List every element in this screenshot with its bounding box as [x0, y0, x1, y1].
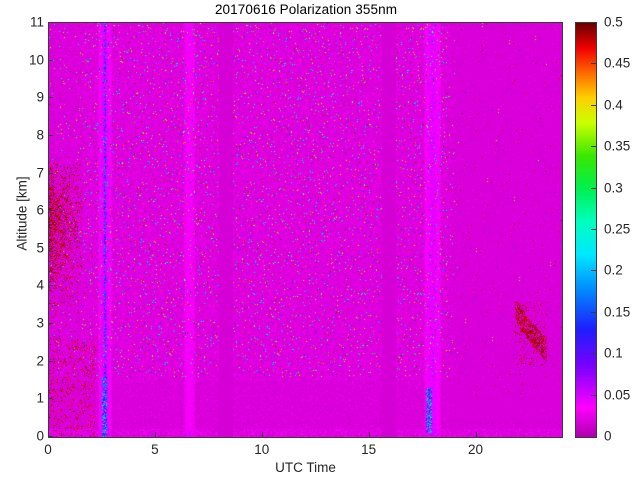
- colorbar-tick-mark: [591, 104, 596, 106]
- colorbar-tick-mark: [591, 270, 596, 272]
- y-tick-2: 2: [36, 353, 44, 369]
- colorbar-gradient: [576, 23, 596, 437]
- y-tick-3: 3: [36, 315, 44, 331]
- colorbar-tick-mark: [591, 311, 596, 313]
- y-tick-9: 9: [36, 89, 44, 105]
- x-axis-label: UTC Time: [275, 460, 336, 475]
- y-tick-mark: [48, 247, 53, 249]
- colorbar-tick-0.45: 0.45: [604, 55, 631, 71]
- y-tick-mark: [48, 398, 53, 400]
- colorbar-tick-mark: [591, 229, 596, 230]
- y-tick-mark: [48, 59, 53, 61]
- colorbar-tick-0: 0: [604, 428, 612, 444]
- x-tick-mark: [475, 432, 477, 437]
- x-tick-mark: [48, 432, 49, 437]
- y-tick-8: 8: [36, 127, 44, 143]
- colorbar-tick-mark: [591, 394, 596, 396]
- y-axis-tick-labels: 0 1 2 3 4 5 6 7 8 9 10 11: [0, 0, 44, 480]
- y-tick-mark: [48, 360, 53, 362]
- x-tick-mark: [261, 432, 263, 437]
- y-tick-mark: [48, 172, 53, 174]
- y-tick-mark: [48, 285, 53, 287]
- y-tick-5: 5: [36, 240, 44, 256]
- colorbar-tick-0.5: 0.5: [604, 14, 623, 30]
- y-tick-mark: [48, 134, 53, 136]
- x-tick-10: 10: [254, 442, 270, 457]
- colorbar: [575, 22, 597, 438]
- colorbar-tick-0.15: 0.15: [604, 304, 631, 320]
- y-tick-mark: [48, 323, 53, 325]
- colorbar-tick-mark: [591, 353, 596, 355]
- chart-title: 20170616 Polarization 355nm: [214, 2, 398, 17]
- colorbar-tick-0.3: 0.3: [604, 180, 623, 196]
- y-axis-label: Altitude [km]: [14, 176, 30, 251]
- y-tick-7: 7: [36, 165, 44, 181]
- x-tick-20: 20: [467, 442, 484, 457]
- colorbar-tick-0.05: 0.05: [604, 387, 631, 403]
- x-tick-0: 0: [44, 442, 52, 457]
- x-tick-mark: [368, 432, 370, 437]
- y-tick-11: 11: [29, 14, 44, 30]
- x-axis-tick-labels: 0 5 10 15 20: [0, 442, 640, 462]
- colorbar-tick-0.2: 0.2: [604, 262, 623, 278]
- colorbar-tick-0.4: 0.4: [604, 97, 623, 113]
- colorbar-tick-0.1: 0.1: [604, 345, 623, 361]
- y-tick-mark: [48, 210, 53, 212]
- y-tick-4: 4: [36, 277, 44, 293]
- x-tick-5: 5: [151, 442, 159, 457]
- colorbar-tick-0.25: 0.25: [604, 221, 631, 237]
- colorbar-tick-mark: [591, 146, 596, 148]
- y-tick-mark: [48, 436, 53, 437]
- heatmap-canvas: [49, 23, 562, 437]
- x-tick-mark: [154, 432, 156, 437]
- colorbar-tick-0.35: 0.35: [604, 138, 631, 154]
- y-tick-mark: [48, 22, 53, 23]
- y-tick-6: 6: [36, 202, 44, 218]
- plot-area: [48, 22, 563, 438]
- x-tick-15: 15: [361, 442, 377, 457]
- y-tick-mark: [48, 97, 53, 99]
- y-tick-0: 0: [36, 428, 44, 444]
- colorbar-tick-mark: [591, 187, 596, 189]
- y-tick-10: 10: [28, 52, 44, 68]
- y-tick-1: 1: [36, 390, 44, 406]
- colorbar-tick-mark: [591, 63, 596, 65]
